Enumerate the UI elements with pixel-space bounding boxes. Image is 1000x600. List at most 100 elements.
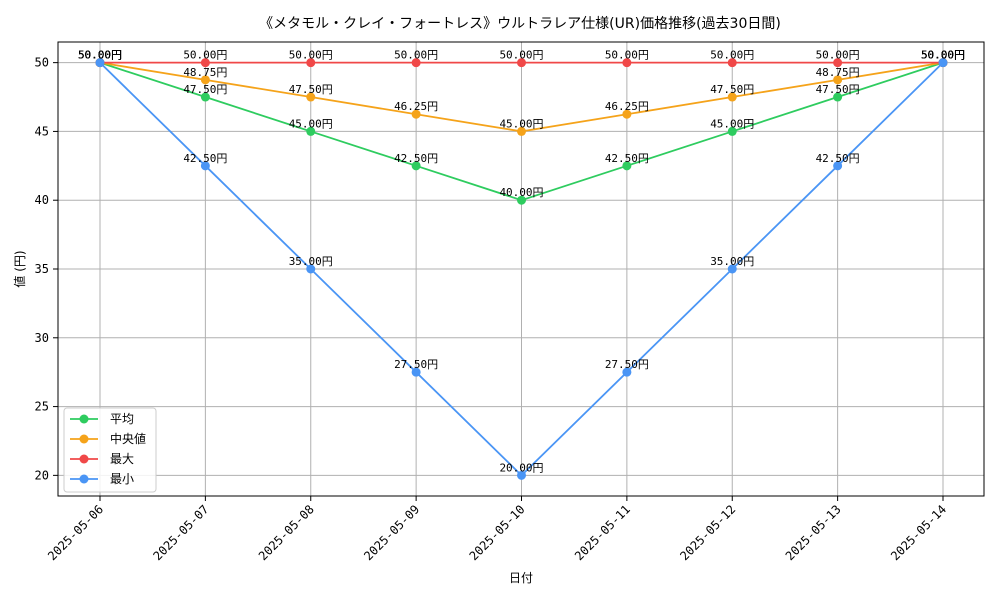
data-label: 46.25円 (605, 100, 649, 113)
series-point (517, 126, 526, 136)
legend-swatch-marker (79, 434, 89, 444)
series-point (727, 92, 737, 102)
y-tick-label: 30 (35, 331, 49, 345)
data-label: 50.00円 (78, 49, 122, 62)
series-point (938, 58, 948, 68)
series-point (200, 161, 210, 171)
series-point (411, 58, 421, 68)
series-point (622, 367, 632, 377)
legend-swatch-marker (79, 454, 89, 464)
y-tick-label: 50 (35, 56, 49, 70)
y-tick-label: 40 (35, 193, 49, 207)
data-label: 27.50円 (394, 358, 438, 371)
series-point (727, 58, 737, 68)
series-point (622, 58, 632, 68)
series-point (833, 92, 843, 102)
data-label: 50.00円 (499, 49, 543, 62)
data-label: 47.50円 (183, 83, 227, 96)
data-label: 50.00円 (78, 49, 122, 62)
series-point (200, 92, 210, 102)
y-tick-label: 25 (35, 400, 49, 414)
data-label: 35.00円 (710, 255, 754, 268)
data-label: 50.00円 (921, 49, 965, 62)
legend-box (63, 407, 157, 493)
series-point (622, 161, 632, 171)
y-tick-label: 45 (35, 124, 49, 138)
x-tick-label: 2025-05-13 (783, 502, 844, 563)
series-point (306, 58, 316, 68)
data-label: 27.50円 (605, 358, 649, 371)
data-label: 50.00円 (816, 49, 860, 62)
data-label: 45.00円 (710, 117, 754, 130)
data-label: 50.00円 (710, 49, 754, 62)
series-point (306, 126, 316, 136)
x-tick-label: 2025-05-11 (572, 502, 633, 563)
data-label: 50.00円 (78, 49, 122, 62)
series-point (200, 58, 210, 68)
data-label: 48.75円 (183, 66, 227, 79)
series-point (306, 92, 316, 102)
y-axis-label: 値 (円) (12, 250, 27, 287)
x-tick-label: 2025-05-06 (45, 502, 106, 563)
legend-swatch-marker (79, 414, 89, 424)
series-point (411, 161, 421, 171)
series-point (833, 161, 843, 171)
data-label: 42.50円 (183, 152, 227, 165)
series-point (727, 264, 737, 274)
legend-entry-label: 中央値 (110, 431, 146, 446)
legend-entry-label: 平均 (110, 412, 134, 426)
legend-swatch-marker (79, 474, 89, 484)
x-tick-label: 2025-05-14 (888, 502, 949, 563)
x-axis-label: 日付 (509, 571, 533, 585)
data-label: 50.00円 (394, 49, 438, 62)
data-label: 47.50円 (710, 83, 754, 96)
series-point (622, 109, 632, 119)
chart-title: 《メタモル・クレイ・フォートレス》ウルトラレア仕様(UR)価格推移(過去30日間… (259, 16, 781, 32)
x-tick-label: 2025-05-07 (151, 502, 212, 563)
data-labels: 50.00円 47.50円 45.00円 42.50円 40.00円 42.50円 45.0… (78, 49, 965, 475)
data-label: 50.00円 (921, 49, 965, 62)
data-label: 48.75円 (816, 66, 860, 79)
series-point (833, 58, 843, 68)
grid (58, 42, 984, 496)
data-label: 50.00円 (183, 49, 227, 62)
data-label: 50.00円 (289, 49, 333, 62)
series-point (411, 109, 421, 119)
data-label: 40.00円 (499, 186, 543, 199)
series-group (95, 58, 948, 480)
series-point (200, 75, 210, 85)
series-point (95, 58, 105, 68)
x-tick-label: 2025-05-10 (467, 502, 528, 563)
x-tick-label: 2025-05-08 (256, 502, 317, 563)
series-point (306, 264, 316, 274)
data-label: 20.00円 (499, 461, 543, 474)
series-point (727, 126, 737, 136)
y-tick-label: 35 (35, 262, 49, 276)
series-point (833, 75, 843, 85)
series-point (411, 367, 421, 377)
x-tick-label: 2025-05-09 (361, 502, 422, 563)
series-point (517, 195, 526, 205)
data-label: 50.00円 (78, 49, 122, 62)
series-point (517, 470, 526, 480)
data-label: 45.00円 (499, 117, 543, 130)
data-label: 50.00円 (605, 49, 649, 62)
data-label: 45.00円 (289, 117, 333, 130)
y-tick-label: 20 (35, 468, 49, 482)
data-label: 35.00円 (289, 255, 333, 268)
data-label: 50.00円 (921, 49, 965, 62)
data-label: 42.50円 (605, 152, 649, 165)
data-label: 42.50円 (816, 152, 860, 165)
data-label: 47.50円 (289, 83, 333, 96)
legend-entry-label: 最小 (110, 472, 134, 486)
series-point (517, 58, 526, 68)
data-label: 46.25円 (394, 100, 438, 113)
data-label: 50.00円 (921, 49, 965, 62)
data-label: 47.50円 (816, 83, 860, 96)
x-tick-label: 2025-05-12 (677, 502, 738, 563)
legend-entry-label: 最大 (110, 452, 134, 466)
data-label: 42.50円 (394, 152, 438, 165)
